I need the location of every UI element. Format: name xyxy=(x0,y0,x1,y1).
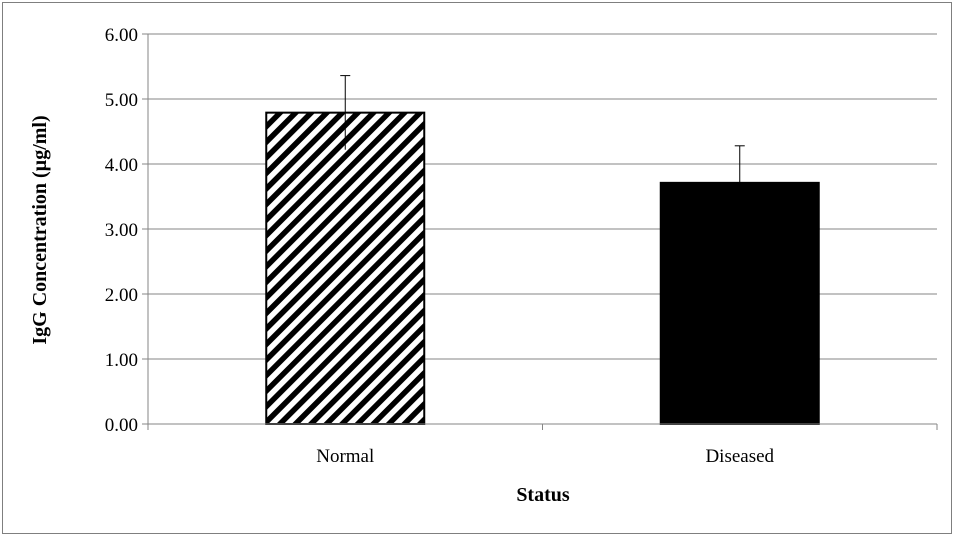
bars xyxy=(265,111,820,426)
x-tick-label: Diseased xyxy=(705,446,774,467)
x-tick-labels: Normal Diseased xyxy=(316,446,774,467)
y-tick-label: 3.00 xyxy=(105,220,138,241)
y-tick-label: 6.00 xyxy=(105,25,138,46)
bar-diseased xyxy=(659,181,820,425)
y-tick-label: 5.00 xyxy=(105,90,138,111)
y-tick-label: 1.00 xyxy=(105,350,138,371)
x-axis-title: Status xyxy=(516,484,570,506)
axes xyxy=(142,33,938,430)
y-tick-label: 2.00 xyxy=(105,285,138,306)
x-tick-label: Normal xyxy=(316,446,374,467)
y-tick-label: 4.00 xyxy=(105,155,138,176)
y-tick-label: 0.00 xyxy=(105,415,138,436)
error-bars xyxy=(340,75,745,220)
bar-normal xyxy=(265,111,426,426)
y-axis-title: IgG Concentration (µg/ml) xyxy=(29,115,51,344)
y-tick-labels: 0.00 1.00 2.00 3.00 4.00 5.00 6.00 xyxy=(105,25,138,436)
